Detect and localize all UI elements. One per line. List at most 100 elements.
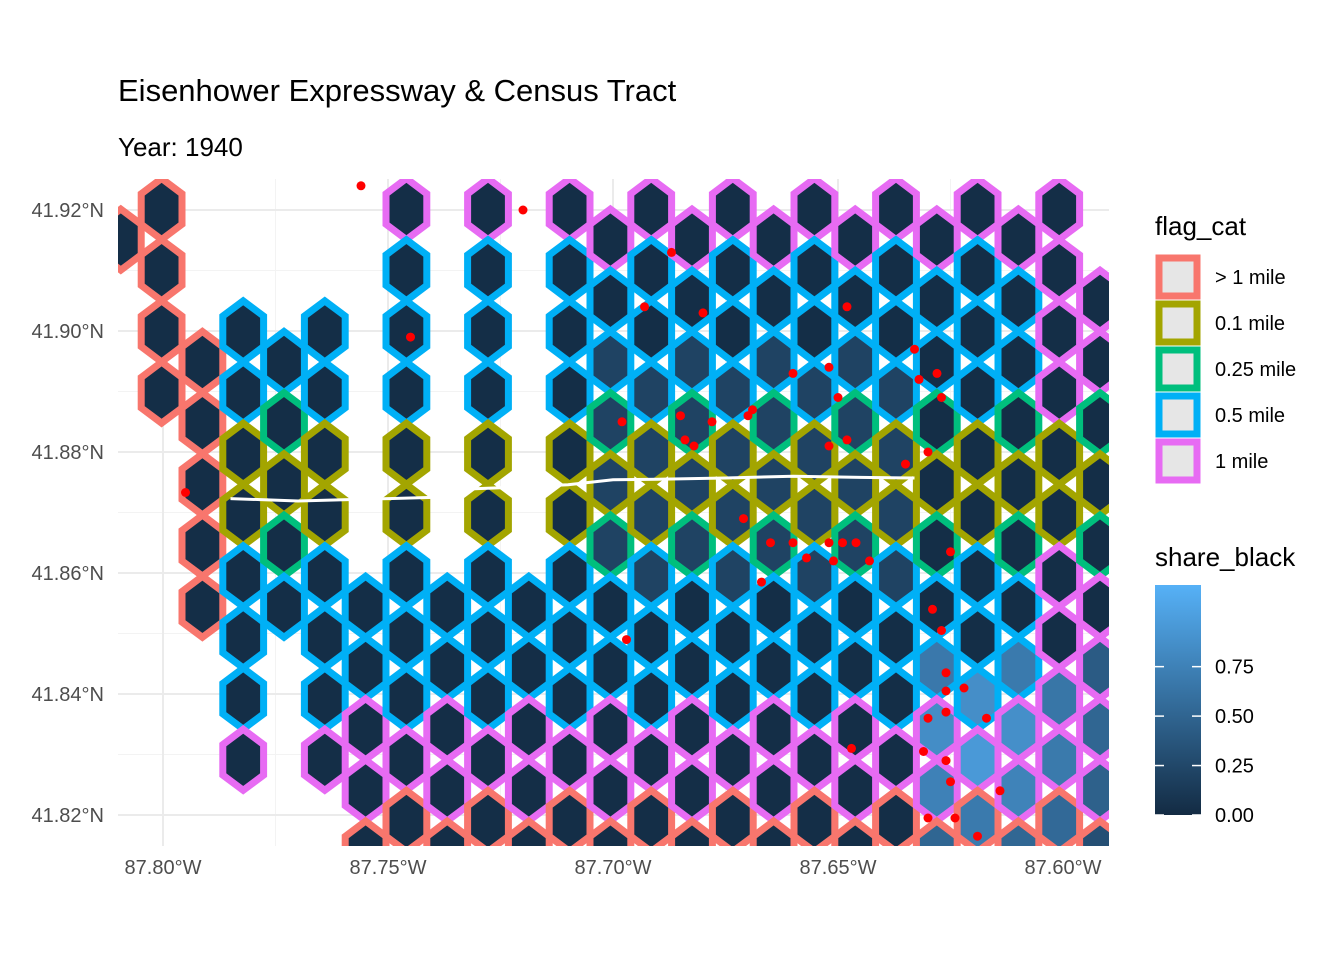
hex-cell [1035, 418, 1084, 489]
hex-cell [708, 480, 757, 550]
y-tick-label: 41.90°N [32, 321, 105, 343]
hex-cell [749, 816, 798, 846]
x-tick-label: 87.75°W [350, 857, 427, 879]
hex-cell [219, 357, 268, 428]
hex-cell [872, 418, 920, 489]
hex-cell [1120, 423, 1161, 484]
location-point [707, 417, 717, 427]
hex-cell [464, 179, 512, 244]
hex-cell [912, 633, 961, 703]
hex-cell [178, 388, 227, 459]
hex-cell [872, 786, 920, 846]
location-point [689, 441, 699, 451]
hex-cell [831, 571, 880, 642]
hex-cell [1076, 633, 1109, 703]
hex-cell [912, 265, 961, 336]
hex-cell [1035, 602, 1084, 673]
hex-cell [178, 571, 227, 642]
hex-cell [260, 510, 308, 581]
hex-grid [118, 179, 1161, 913]
location-point [941, 707, 951, 717]
expressway-layer [230, 474, 915, 503]
hex-cell [708, 418, 757, 489]
hex-cell [423, 694, 472, 765]
location-point [617, 417, 627, 427]
hex-cell [1076, 694, 1109, 765]
hex-cell [219, 296, 268, 367]
hex-cell [219, 418, 268, 489]
hex-cell [831, 388, 880, 459]
hex-cell [668, 755, 716, 826]
hex-cell [504, 755, 553, 826]
hex-cell [627, 786, 676, 846]
hex-cell [464, 296, 512, 367]
location-point [941, 668, 951, 678]
location-point [739, 514, 748, 524]
hex-cell [300, 418, 349, 489]
location-point [406, 332, 415, 342]
hex-cell [668, 449, 716, 520]
hex-cell [468, 852, 509, 913]
hex-cell [300, 296, 349, 367]
hex-cell [341, 633, 390, 703]
hex-cell [876, 852, 917, 913]
hex-cell [1076, 755, 1109, 826]
location-point [842, 435, 852, 445]
hex-cell [953, 235, 1002, 306]
hex-cell [260, 571, 308, 642]
location-point [914, 374, 924, 384]
hex-cell [994, 204, 1043, 275]
location-point [973, 831, 982, 841]
hex-cell [831, 633, 880, 703]
hex-cell [668, 816, 716, 846]
hex-cell [708, 786, 757, 846]
hex-cell [423, 633, 472, 703]
location-point [676, 411, 685, 421]
hex-cell [382, 418, 431, 489]
legend-flag-label: 0.25 mile [1215, 359, 1296, 381]
hex-cell [382, 663, 431, 734]
hex-cell [1035, 786, 1084, 846]
hex-cell [831, 327, 880, 397]
location-point [982, 713, 991, 723]
location-point [919, 747, 928, 756]
hex-cell [545, 418, 594, 489]
hex-cell [504, 571, 553, 642]
hex-cell [912, 571, 961, 642]
hex-cell [382, 480, 431, 550]
legend-flag-key [1155, 254, 1201, 300]
hex-cell [790, 602, 839, 673]
hex-cell [1076, 449, 1109, 520]
hex-cell [953, 724, 1002, 795]
hex-cell [708, 296, 757, 367]
hex-cell [219, 663, 268, 734]
hex-cell [790, 541, 839, 612]
hex-cell [749, 265, 798, 336]
hex-cell [545, 296, 594, 367]
hex-cell [382, 602, 431, 673]
hex-cell [545, 357, 594, 428]
x-axis: 87.80°W 87.75°W 87.70°W 87.65°W 87.60°W [125, 857, 1102, 879]
hex-cell [464, 724, 512, 795]
hex-cell [1076, 388, 1109, 459]
legend-flag-label: 1 mile [1215, 451, 1268, 473]
hex-cell [872, 357, 920, 428]
hex-cell [749, 388, 798, 459]
hex-cell [1076, 510, 1109, 581]
hex-cell [668, 694, 716, 765]
hex-cell [790, 179, 839, 244]
hex-cell [545, 663, 594, 734]
hex-cell [712, 852, 753, 913]
hex-cell [178, 449, 227, 520]
location-point [788, 538, 798, 548]
hex-cell [382, 724, 431, 795]
location-point [937, 393, 946, 402]
location-point [802, 553, 811, 563]
hex-cell [953, 179, 1002, 244]
hex-cell [545, 235, 594, 306]
hex-cell [627, 235, 676, 306]
hex-cell [668, 633, 716, 703]
hex-cell [872, 663, 920, 734]
hex-cell [586, 327, 635, 397]
hex-cell [708, 602, 757, 673]
